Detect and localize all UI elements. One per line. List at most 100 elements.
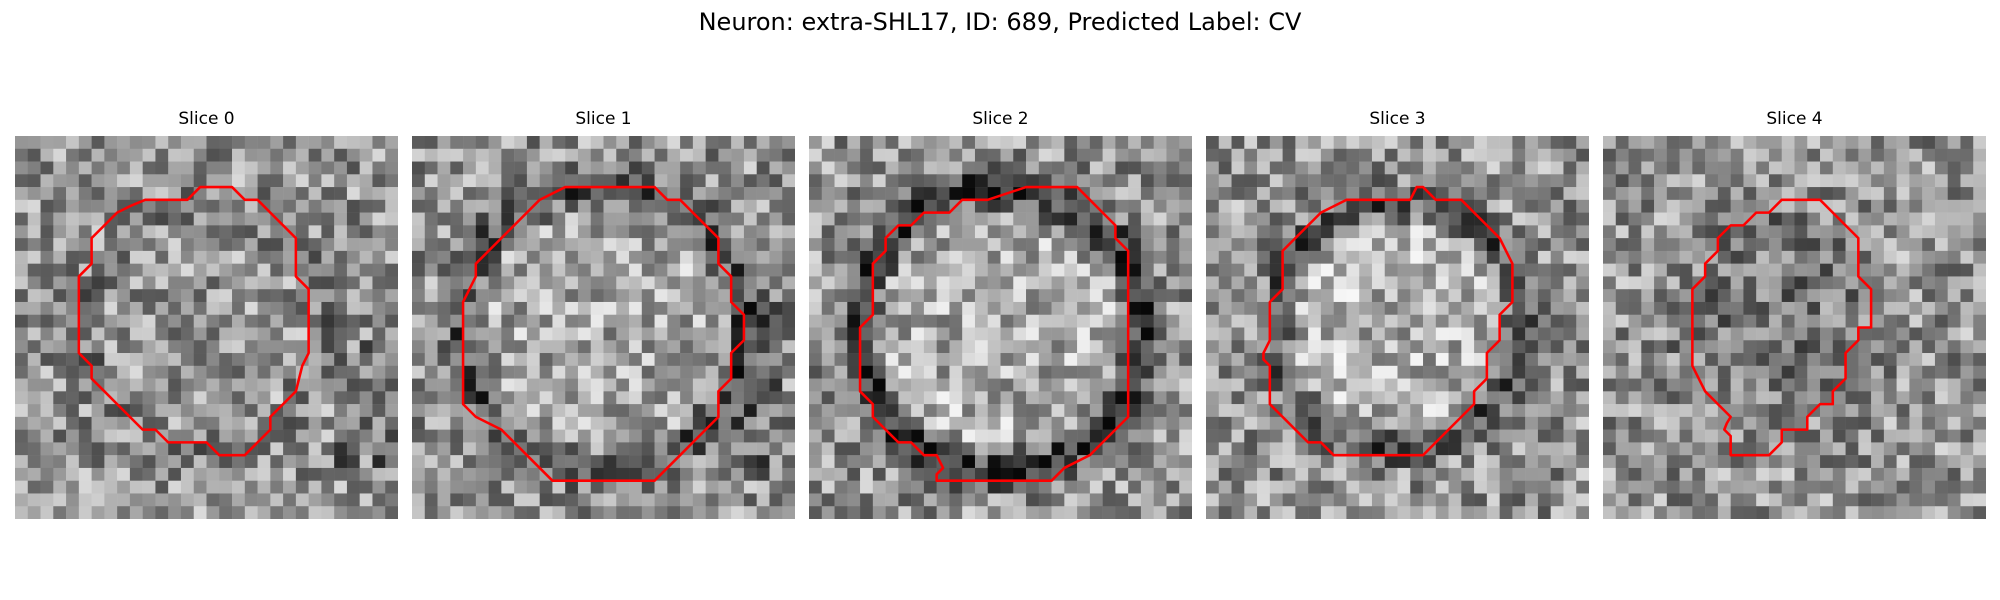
segmentation-contour	[858, 185, 1130, 482]
pixel	[1512, 378, 1526, 392]
pixel	[1244, 378, 1258, 392]
pixel	[885, 404, 899, 418]
pixel	[1781, 391, 1795, 405]
pixel	[295, 493, 309, 507]
pixel	[616, 174, 630, 188]
pixel	[603, 187, 617, 201]
pixel	[1512, 506, 1526, 519]
pixel	[654, 442, 668, 456]
pixel	[1883, 250, 1897, 264]
pixel	[769, 289, 783, 303]
pixel	[232, 301, 246, 315]
pixel	[962, 314, 976, 328]
pixel	[1371, 404, 1385, 418]
pixel	[705, 493, 719, 507]
pixel	[654, 276, 668, 290]
pixel	[1077, 289, 1091, 303]
pixel	[847, 148, 861, 162]
pixel	[1410, 212, 1424, 226]
pixel	[142, 353, 156, 367]
pixel	[155, 353, 169, 367]
pixel	[1346, 250, 1360, 264]
pixel	[911, 238, 925, 252]
pixel	[1140, 506, 1154, 519]
pixel	[1768, 378, 1782, 392]
pixel	[1743, 365, 1757, 379]
pixel	[244, 455, 258, 469]
pixel	[565, 225, 579, 239]
pixel	[1922, 442, 1936, 456]
pixel	[1333, 404, 1347, 418]
pixel	[1947, 161, 1961, 175]
pixel	[412, 404, 426, 418]
pixel	[1768, 289, 1782, 303]
pixel	[501, 506, 515, 519]
pixel	[1384, 174, 1398, 188]
pixel	[193, 174, 207, 188]
pixel	[911, 187, 925, 201]
pixel	[372, 340, 386, 354]
pixel	[1051, 212, 1065, 226]
pixel	[743, 416, 757, 430]
pixel	[334, 225, 348, 239]
pixel	[577, 187, 591, 201]
pixel	[1461, 391, 1475, 405]
pixel	[40, 391, 54, 405]
pixel	[1922, 199, 1936, 213]
pixel	[1244, 353, 1258, 367]
pixel	[1845, 174, 1859, 188]
pixel	[437, 455, 451, 469]
pixel	[219, 340, 233, 354]
pixel	[616, 365, 630, 379]
pixel	[962, 276, 976, 290]
pixel	[1909, 136, 1923, 150]
pixel	[949, 327, 963, 341]
pixel	[206, 391, 220, 405]
pixel	[654, 148, 668, 162]
pixel	[1346, 148, 1360, 162]
pixel	[1435, 161, 1449, 175]
pixel	[539, 327, 553, 341]
pixel	[1820, 429, 1834, 443]
pixel	[1756, 353, 1770, 367]
pixel	[1807, 455, 1821, 469]
pixel	[1102, 148, 1116, 162]
pixel	[1448, 429, 1462, 443]
pixel	[219, 327, 233, 341]
pixel	[641, 353, 655, 367]
pixel	[1115, 429, 1129, 443]
pixel	[847, 404, 861, 418]
pixel	[1115, 391, 1129, 405]
pixel	[488, 467, 502, 481]
pixel	[219, 212, 233, 226]
pixel	[1359, 353, 1373, 367]
pixel	[821, 187, 835, 201]
pixel	[104, 442, 118, 456]
pixel	[142, 429, 156, 443]
pixel	[987, 276, 1001, 290]
pixel	[206, 250, 220, 264]
pixel	[1947, 429, 1961, 443]
pixel	[1717, 301, 1731, 315]
pixel	[1448, 340, 1462, 354]
pixel	[308, 314, 322, 328]
pixel	[860, 493, 874, 507]
pixel	[270, 187, 284, 201]
pixel	[1371, 187, 1385, 201]
pixel	[1257, 327, 1271, 341]
pixel	[219, 314, 233, 328]
pixel	[782, 480, 795, 494]
pixel	[949, 442, 963, 456]
pixel	[577, 493, 591, 507]
pixel	[1563, 301, 1577, 315]
pixel	[283, 416, 297, 430]
pixel	[872, 301, 886, 315]
pixel	[923, 506, 937, 519]
pixel	[385, 506, 398, 519]
pixel	[78, 225, 92, 239]
pixel	[782, 212, 795, 226]
pixel	[104, 276, 118, 290]
pixel	[616, 455, 630, 469]
pixel	[1000, 148, 1014, 162]
pixel	[692, 416, 706, 430]
